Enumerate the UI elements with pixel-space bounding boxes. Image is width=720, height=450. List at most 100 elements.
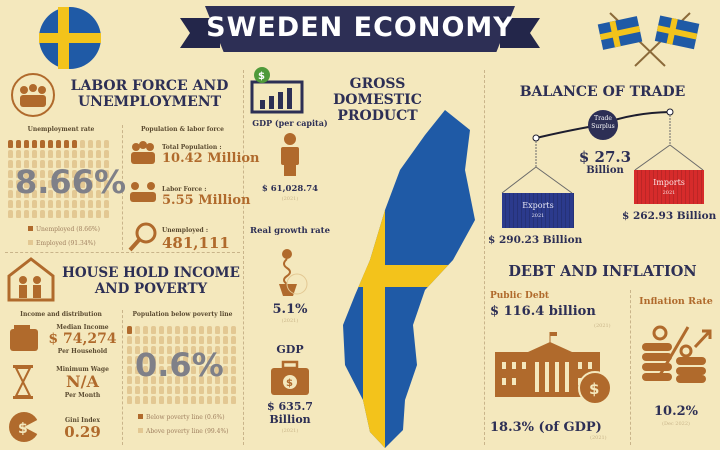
unemployment-rate-value: 8.66% [15, 163, 127, 201]
person-mark [56, 210, 61, 218]
magnifier-icon [128, 222, 157, 252]
person-mark [215, 386, 220, 394]
person-mark [167, 386, 172, 394]
person-mark [80, 160, 85, 168]
person-mark [72, 150, 77, 158]
person-mark [8, 190, 13, 198]
person-mark [104, 160, 109, 168]
person-mark [159, 326, 164, 334]
divider [484, 70, 485, 445]
person-mark [32, 190, 37, 198]
poverty-label: Population below poverty line [132, 311, 233, 318]
person-mark [223, 396, 228, 404]
person-mark [64, 190, 69, 198]
person-mark [127, 326, 132, 334]
legend-unemployed-label: Unemployed (8.66%) [36, 226, 100, 233]
hourglass-icon [13, 365, 33, 399]
person-mark [104, 150, 109, 158]
person-mark [199, 356, 204, 364]
person-mark [8, 210, 13, 218]
debt-pct-year: (2021) [590, 435, 607, 441]
person-mark [159, 396, 164, 404]
person-mark [96, 190, 101, 198]
unemployment-rate-label: Unemployment rate [27, 126, 95, 133]
gini-label: Gini Index [65, 417, 100, 424]
person-mark [151, 336, 156, 344]
person-mark [215, 396, 220, 404]
person-mark [40, 210, 45, 218]
person-mark [151, 386, 156, 394]
person-mark [64, 150, 69, 158]
public-debt-label: Public Debt [490, 291, 550, 301]
person-mark [8, 140, 13, 148]
legend-above-poverty: Above poverty line (99.4%) [138, 428, 229, 435]
person-mark [159, 336, 164, 344]
person-mark [88, 140, 93, 148]
sweden-map [343, 110, 475, 448]
inflation-date: (Dec 2022) [662, 421, 690, 427]
person-mark [223, 336, 228, 344]
person-mark [199, 366, 204, 374]
median-income-label: Median Income [56, 324, 109, 331]
person-mark [24, 180, 29, 188]
gdp-per-capita-label: GDP (per capita) [252, 118, 328, 128]
person-mark [215, 326, 220, 334]
person-mark [231, 346, 236, 354]
person-mark [151, 376, 156, 384]
person-mark [223, 376, 228, 384]
person-mark [48, 160, 53, 168]
person-mark [32, 160, 37, 168]
person-mark [215, 366, 220, 374]
person-icon [281, 133, 299, 176]
person-mark [143, 346, 148, 354]
total-population-value: 10.42 Million [162, 151, 260, 166]
person-mark [88, 170, 93, 178]
person-mark [143, 386, 148, 394]
growth-rate-label: Real growth rate [250, 226, 330, 236]
divider [5, 252, 240, 253]
person-mark [24, 140, 29, 148]
person-mark [80, 190, 85, 198]
person-mark [199, 376, 204, 384]
person-mark [56, 180, 61, 188]
briefcase-money-icon: $ [271, 360, 309, 395]
person-mark [72, 190, 77, 198]
person-mark [48, 170, 53, 178]
person-mark [56, 170, 61, 178]
person-mark [159, 386, 164, 394]
person-mark [72, 180, 77, 188]
person-mark [223, 386, 228, 394]
poverty-people-grid [127, 326, 236, 404]
person-mark [64, 160, 69, 168]
debt-pct-gdp: 18.3% (of GDP) [490, 420, 602, 435]
person-mark [40, 170, 45, 178]
person-mark [191, 326, 196, 334]
person-mark [127, 336, 132, 344]
unemployment-people-grid [8, 140, 109, 218]
person-mark [191, 366, 196, 374]
minimum-wage-sub: Per Month [64, 392, 101, 399]
person-mark [135, 356, 140, 364]
labor-force-value: 5.55 Million [162, 193, 251, 208]
person-mark [56, 140, 61, 148]
person-mark [135, 346, 140, 354]
person-mark [8, 160, 13, 168]
house-family-icon [7, 257, 55, 302]
person-mark [64, 180, 69, 188]
person-mark [143, 396, 148, 404]
person-mark [127, 356, 132, 364]
person-mark [191, 376, 196, 384]
person-mark [151, 326, 156, 334]
person-mark [48, 150, 53, 158]
labor-force-label: Labor Force : [162, 186, 207, 193]
labor-heading: LABOR FORCE AND UNEMPLOYMENT [70, 78, 229, 110]
person-mark [175, 356, 180, 364]
person-mark [24, 200, 29, 208]
person-mark [207, 376, 212, 384]
person-mark [16, 200, 21, 208]
person-mark [72, 200, 77, 208]
person-mark [127, 376, 132, 384]
imports-label: Imports [653, 178, 685, 187]
person-mark [135, 376, 140, 384]
unemployed-value: 481,111 [162, 234, 230, 252]
